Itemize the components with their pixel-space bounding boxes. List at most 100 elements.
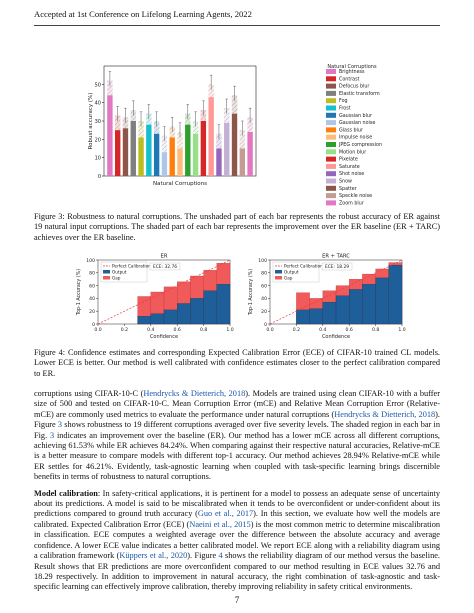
output-bar — [177, 303, 191, 325]
bar-improvement-16 — [231, 95, 238, 114]
citation[interactable]: Hendrycks & Dietterich, 2018 — [143, 389, 246, 398]
chart-title: ER + TARC — [322, 254, 350, 260]
legend-item: Gaussian blur — [339, 113, 372, 119]
figure-3-caption: Figure 3: Robustness to natural corrupti… — [34, 212, 440, 242]
x-tick-label: 0.8 — [372, 327, 379, 333]
ece-label: ECE: 32.76 — [153, 264, 177, 270]
output-bar — [163, 309, 178, 325]
figure-4-er-reliability-diagram: 0 20 40 60 80 100 0.0 0.2 0.4 0.6 0.8 1.0 ER Confiden… — [76, 254, 234, 341]
legend-item: Output — [112, 270, 127, 275]
legend-item: Frost — [339, 106, 351, 112]
y-tick-label: 0 — [92, 322, 95, 328]
legend-swatch — [103, 276, 110, 280]
bar-improvement-0 — [107, 80, 113, 96]
x-tick-label: 0.6 — [346, 327, 353, 333]
x-tick-label: 0.4 — [319, 327, 326, 333]
output-bar — [216, 284, 231, 325]
bar-improvement-17 — [239, 130, 246, 149]
bar-er-4 — [138, 137, 144, 176]
bar-er-8 — [169, 137, 175, 176]
x-tick-label: 0.2 — [121, 327, 128, 333]
y-tick-label: 10 — [95, 156, 101, 162]
bar-er-7 — [161, 152, 168, 176]
bar-er-12 — [200, 121, 207, 176]
bar-er-3 — [130, 121, 136, 176]
bar-improvement-10 — [185, 113, 191, 125]
legend-swatch — [326, 200, 336, 206]
bar-er-10 — [185, 124, 191, 176]
x-tick-label: 0.8 — [200, 327, 207, 333]
bar-improvement-13 — [208, 84, 214, 98]
running-header: Accepted at 1st Conference on Lifelong L… — [34, 9, 440, 26]
output-bar — [150, 313, 165, 325]
legend-box — [100, 261, 148, 283]
bar-er-1 — [114, 130, 121, 176]
legend-swatch — [326, 112, 336, 118]
bar-er-13 — [208, 97, 214, 176]
bar-improvement-11 — [192, 121, 199, 134]
bar-improvement-9 — [177, 132, 183, 149]
output-bar — [190, 298, 204, 325]
legend-item: Contrast — [339, 76, 360, 82]
output-bar — [296, 309, 310, 325]
figure-ref[interactable]: 3 — [49, 430, 55, 440]
legend-item: Saturate — [339, 164, 360, 170]
citation[interactable]: Naeini et al., 2015 — [189, 519, 251, 529]
legend-swatch — [326, 163, 336, 169]
x-tick-label: 1.0 — [398, 327, 405, 333]
legend-swatch — [326, 142, 336, 147]
output-bar — [137, 316, 151, 325]
y-tick-label: 20 — [95, 137, 101, 143]
citation[interactable]: Küppers et al., 2020 — [119, 551, 188, 561]
output-bar — [375, 277, 389, 325]
y-tick-label: 0 — [264, 322, 267, 328]
bar-improvement-18 — [247, 117, 253, 132]
x-axis-label: Natural Corruptions — [153, 181, 207, 187]
page-number: 7 — [234, 595, 240, 605]
y-tick-label: 100 — [258, 258, 267, 264]
legend-item: JPEG compression — [338, 142, 382, 148]
legend-item: Gap — [112, 276, 121, 281]
output-bar — [362, 284, 376, 325]
legend-swatch — [326, 193, 336, 199]
output-bar — [309, 308, 323, 325]
legend-item: Motion blur — [339, 149, 366, 155]
bar-er-16 — [231, 113, 238, 176]
figure-ref[interactable]: 4 — [218, 551, 223, 561]
x-axis-label: Confidence — [150, 334, 178, 340]
legend-item: Snow — [339, 179, 352, 185]
legend-item: Shot noise — [339, 171, 364, 177]
y-tick-label: 20 — [261, 309, 267, 315]
ece-label: ECE: 18.29 — [325, 264, 349, 270]
y-tick-label: 40 — [261, 296, 267, 302]
citation[interactable]: Hendrycks & Dietterich, 2018 — [334, 409, 436, 419]
bar-improvement-6 — [153, 121, 160, 134]
bar-er-9 — [177, 148, 183, 176]
legend-item: Perfect Calibration — [112, 264, 151, 269]
legend-swatch — [326, 69, 336, 74]
legend-swatch — [326, 127, 336, 133]
x-tick-label: 0.6 — [174, 327, 181, 333]
legend-item: Spatter — [339, 186, 357, 192]
paragraph-natural-corruptions: corruptions using CIFAR-10-C (Hendrycks … — [34, 389, 440, 482]
output-bar — [335, 295, 350, 325]
ece-box — [321, 262, 353, 271]
legend-swatch — [326, 185, 336, 191]
chart-title: ER — [161, 254, 168, 260]
output-bar — [349, 289, 363, 325]
legend-item: Elastic transform — [339, 91, 380, 97]
bar-improvement-15 — [224, 108, 230, 123]
legend-item: Impulse noise — [339, 135, 372, 141]
legend-swatch — [326, 149, 336, 155]
paragraph-heading: Model calibration — [34, 488, 98, 498]
figure-ref[interactable]: 3 — [57, 420, 63, 430]
output-bar — [388, 264, 403, 325]
x-tick-label: 1.0 — [226, 327, 233, 333]
legend-swatch — [326, 178, 336, 184]
y-tick-label: 100 — [86, 258, 95, 264]
citation[interactable]: Guo et al., 2017 — [197, 509, 254, 519]
ece-box — [149, 262, 181, 271]
legend-title: Natural Corruptions — [327, 64, 377, 70]
legend-item: Zoom blur — [339, 200, 364, 206]
legend-item: Defocus blur — [339, 84, 369, 90]
